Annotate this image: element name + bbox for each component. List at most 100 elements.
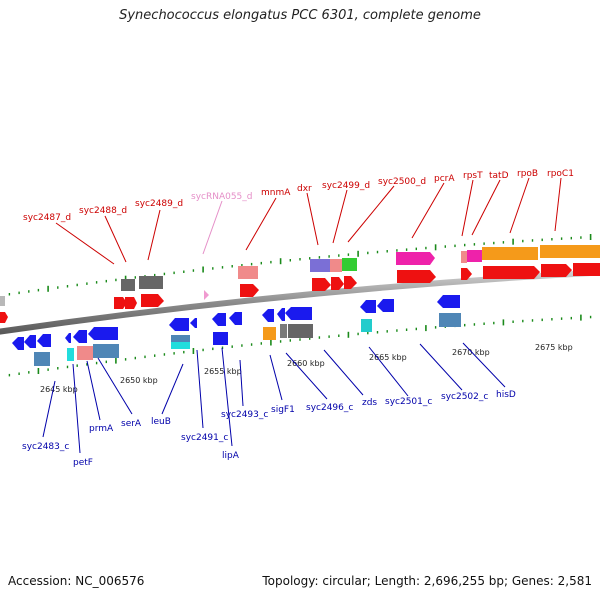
gene-feature[interactable] (312, 278, 331, 291)
gene-feature[interactable] (114, 297, 127, 309)
connector-line (196, 349, 204, 429)
gene-label[interactable]: hisD (496, 390, 516, 400)
gene-feature[interactable] (0, 296, 5, 306)
gene-feature[interactable] (437, 295, 460, 308)
gene-feature[interactable] (262, 309, 274, 322)
gene-feature[interactable] (65, 333, 71, 343)
connector-line (97, 357, 133, 415)
gene-feature[interactable] (342, 258, 357, 271)
gene-label[interactable]: syc2502_c (441, 392, 488, 402)
scale-label: 2670 kbp (452, 348, 490, 357)
gene-feature[interactable] (0, 312, 8, 323)
gene-feature[interactable] (397, 270, 436, 283)
gene-feature[interactable] (573, 263, 600, 276)
gene-feature[interactable] (396, 252, 435, 265)
connector-line (554, 177, 562, 232)
connector-line (269, 354, 283, 401)
gene-feature[interactable] (171, 335, 190, 342)
gene-feature[interactable] (483, 266, 540, 279)
gene-label[interactable]: sigF1 (271, 405, 295, 415)
gene-feature[interactable] (377, 299, 394, 312)
gene-feature[interactable] (331, 277, 344, 290)
gene-label[interactable]: dxr (297, 184, 312, 194)
gene-feature[interactable] (77, 346, 93, 360)
gene-feature[interactable] (213, 332, 228, 345)
top-gene-labels: syc2487_d syc2488_d syc2489_d sycRNA055_… (23, 169, 574, 223)
gene-label[interactable]: rpsT (463, 171, 483, 181)
gene-label[interactable]: syc2483_c (22, 442, 69, 452)
gene-label[interactable]: prmA (89, 424, 114, 434)
genome-backbone (0, 269, 600, 335)
gene-feature[interactable] (461, 268, 472, 280)
gene-feature[interactable] (67, 348, 74, 361)
gene-feature[interactable] (93, 344, 119, 358)
gene-feature[interactable] (190, 318, 197, 328)
gene-label[interactable]: syc2489_d (135, 199, 183, 209)
gene-label[interactable]: syc2487_d (23, 213, 71, 223)
connector-line (245, 197, 277, 251)
gene-feature[interactable] (541, 264, 572, 277)
gene-label[interactable]: sycRNA055_d (191, 192, 253, 202)
gene-label[interactable]: syc2500_d (378, 177, 426, 187)
gene-label[interactable]: syc2501_c (385, 397, 432, 407)
scale-label: 2665 kbp (369, 353, 407, 362)
gene-label[interactable]: tatD (489, 171, 509, 181)
connector-line (347, 185, 395, 243)
gene-feature[interactable] (24, 335, 36, 348)
gene-feature[interactable] (240, 284, 259, 297)
gene-feature[interactable] (482, 247, 538, 260)
gene-feature[interactable] (540, 245, 600, 258)
gene-feature[interactable] (330, 259, 342, 272)
gene-feature[interactable] (229, 312, 242, 325)
connector-line (202, 200, 223, 255)
gene-feature[interactable] (360, 300, 376, 313)
gene-feature[interactable] (277, 308, 285, 321)
gene-feature[interactable] (12, 337, 24, 350)
gene-label[interactable]: syc2499_d (322, 181, 370, 191)
gene-feature[interactable] (285, 307, 312, 320)
gene-feature[interactable] (141, 294, 164, 307)
gene-feature[interactable] (361, 319, 372, 332)
gene-feature[interactable] (88, 327, 118, 340)
gene-label[interactable]: syc2488_d (79, 206, 127, 216)
connector-line (471, 179, 501, 236)
gene-feature[interactable] (238, 266, 258, 279)
gene-label[interactable]: rpoC1 (547, 169, 574, 179)
gene-label[interactable]: zds (362, 398, 377, 408)
bottom-gene-labels: syc2483_c petF prmA serA leuB syc2491_c … (22, 390, 516, 468)
gene-label[interactable]: syc2496_c (306, 403, 353, 413)
gene-feature[interactable] (37, 334, 51, 347)
gene-label[interactable]: rpoB (517, 169, 538, 179)
connector-line (306, 192, 319, 246)
gene-feature[interactable] (121, 279, 135, 291)
gene-label[interactable]: serA (121, 419, 142, 429)
gene-feature[interactable] (467, 250, 482, 262)
gene-feature[interactable] (439, 313, 461, 327)
gene-label[interactable]: lipA (222, 451, 240, 461)
gene-feature[interactable] (288, 324, 313, 338)
gene-feature[interactable] (461, 251, 467, 263)
genome-summary-text: Topology: circular; Length: 2,696,255 bp… (262, 574, 592, 588)
gene-feature[interactable] (125, 297, 137, 309)
gene-feature[interactable] (34, 352, 50, 366)
gene-label[interactable]: syc2493_c (221, 410, 268, 420)
gene-label[interactable]: syc2491_c (181, 433, 228, 443)
gene-label[interactable]: leuB (151, 417, 171, 427)
gene-feature[interactable] (344, 276, 357, 289)
gene-label[interactable]: pcrA (434, 174, 455, 184)
scale-label: 2675 kbp (535, 343, 573, 352)
connector-line (368, 346, 409, 397)
gene-feature[interactable] (310, 259, 330, 272)
gene-feature[interactable] (73, 330, 87, 343)
gene-feature[interactable] (204, 290, 209, 300)
gene-feature[interactable] (280, 324, 287, 338)
gene-feature[interactable] (263, 327, 276, 340)
gene-label[interactable]: petF (73, 458, 93, 468)
gene-label[interactable]: mnmA (261, 188, 291, 198)
gene-feature[interactable] (171, 342, 190, 349)
gene-feature[interactable] (212, 313, 226, 326)
gene-feature[interactable] (139, 276, 163, 289)
connector-line (42, 380, 56, 438)
connector-line (419, 343, 463, 391)
gene-feature[interactable] (169, 318, 189, 331)
